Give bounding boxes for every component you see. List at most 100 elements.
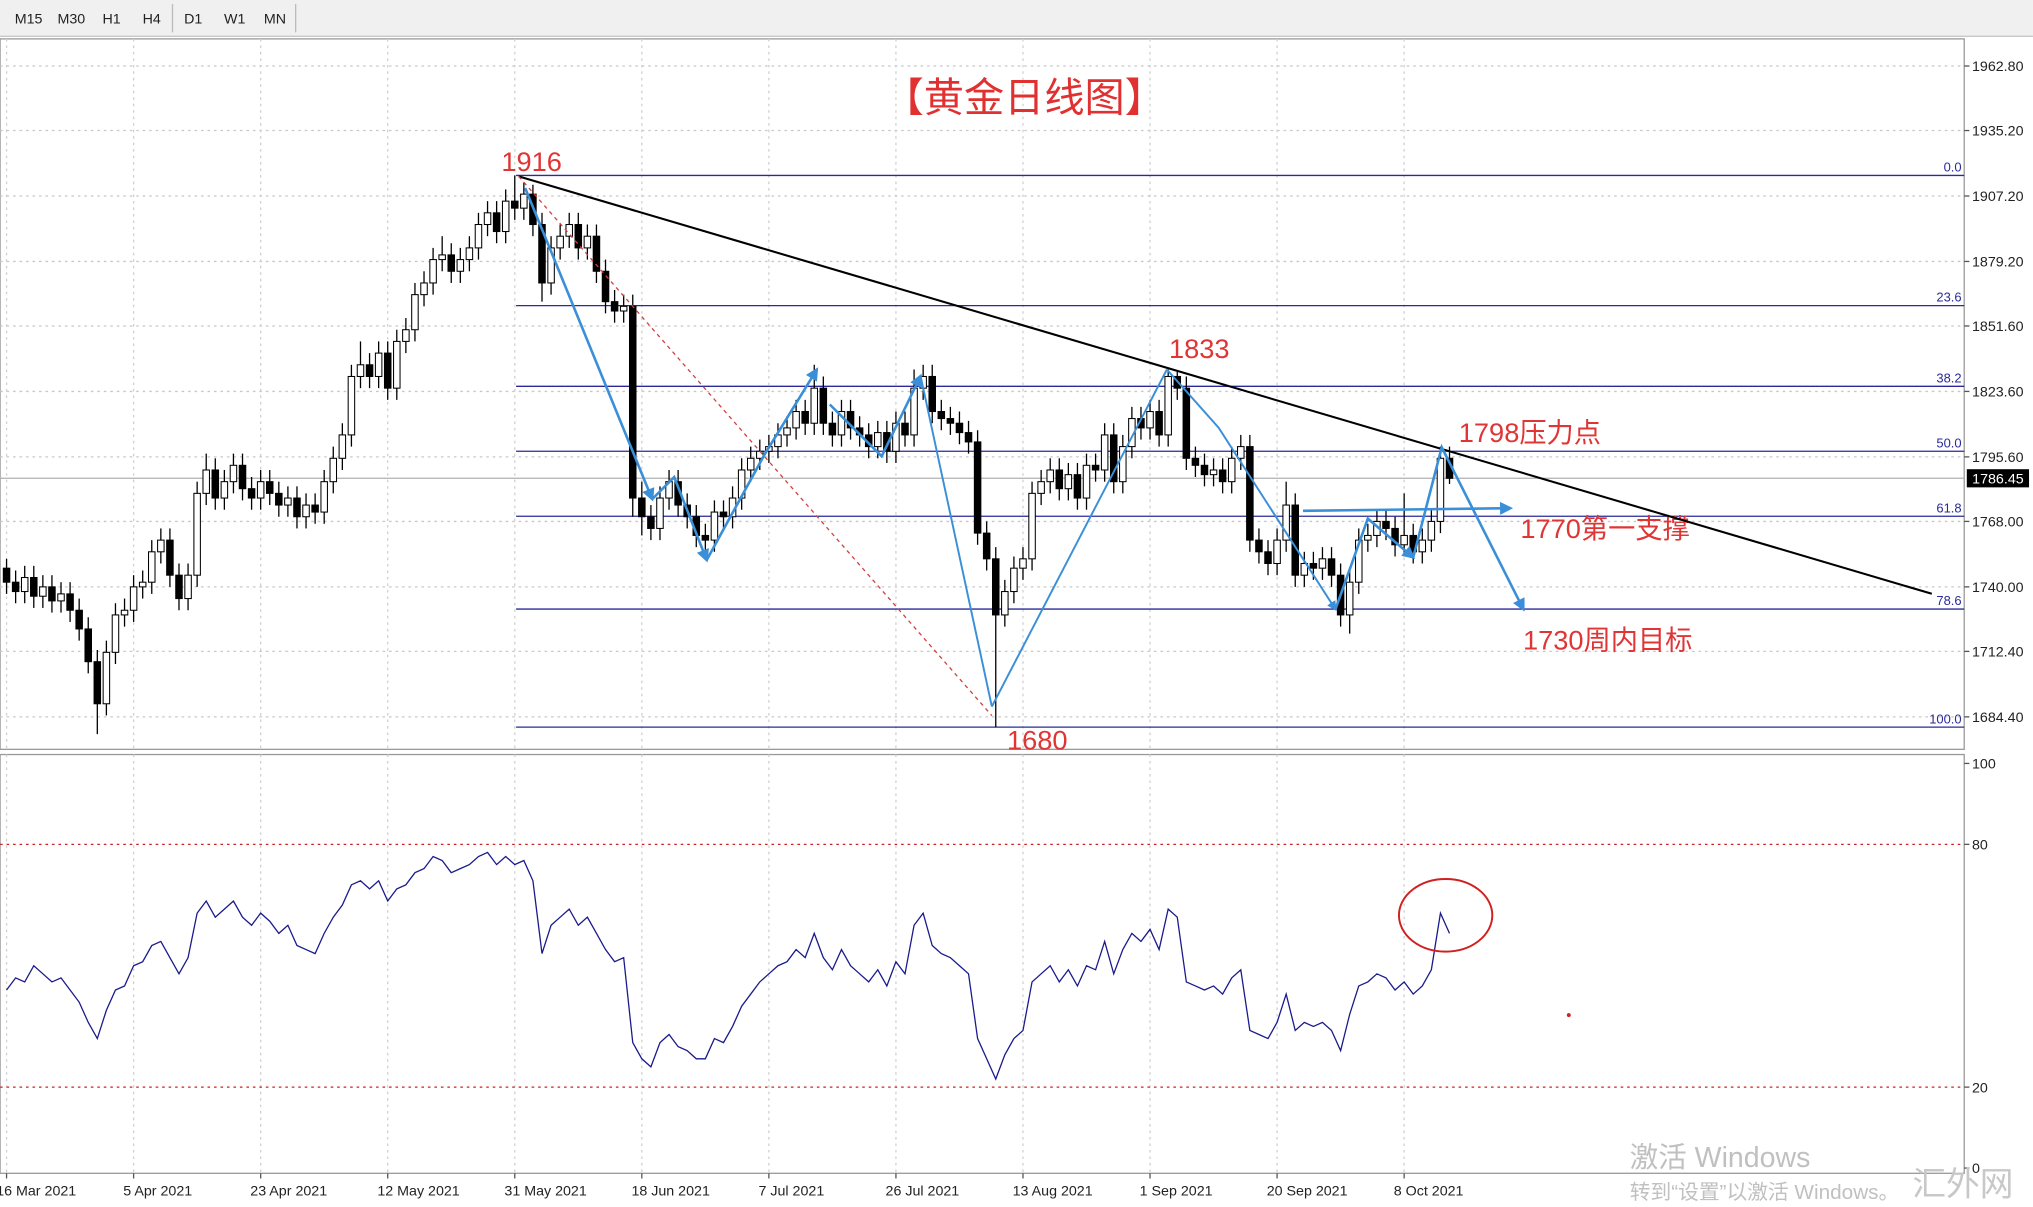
candle-body — [1273, 539, 1281, 565]
candle-body — [20, 577, 29, 593]
timeframe-button[interactable]: D1 — [184, 11, 202, 27]
candle-body — [1355, 539, 1363, 583]
candle-body — [964, 432, 973, 443]
candle-body — [138, 581, 147, 588]
watermark-logo: 汇外网 — [1912, 1165, 2013, 1203]
candle-body — [556, 235, 564, 249]
x-tick-label: 1 Sep 2021 — [1140, 1183, 1213, 1199]
candle-body — [1182, 387, 1191, 459]
candle-body — [374, 352, 383, 377]
candle-body — [293, 497, 301, 518]
candle-body — [84, 628, 92, 663]
candle-body — [1282, 504, 1290, 541]
candle-body — [501, 200, 510, 233]
candle-body — [547, 247, 555, 284]
candle-body — [565, 223, 573, 237]
timeframe-button[interactable]: H4 — [143, 11, 161, 27]
timeframe-button[interactable]: H1 — [102, 11, 120, 27]
candle-body — [1400, 534, 1408, 546]
timeframe-button[interactable]: M15 — [15, 11, 43, 27]
candle-body — [148, 551, 156, 583]
candle-body — [356, 364, 365, 377]
candle-body — [211, 469, 220, 499]
rsi-panel — [0, 753, 1965, 1174]
arrow — [651, 474, 709, 563]
candle-body — [901, 422, 909, 436]
candle-body — [1010, 567, 1018, 593]
candle-body — [1364, 534, 1372, 541]
candle-body — [1119, 446, 1127, 483]
x-tick-label: 8 Oct 2021 — [1394, 1183, 1464, 1199]
x-tick-label: 20 Sep 2021 — [1267, 1183, 1348, 1199]
candle-body — [1155, 411, 1163, 436]
arrow — [705, 367, 819, 561]
candle-body — [937, 411, 946, 420]
candle-body — [1028, 492, 1036, 560]
candle-body — [1200, 464, 1209, 476]
fib-label: 100.0 — [1929, 711, 1961, 726]
candle-body — [719, 511, 728, 518]
candle-body — [874, 432, 882, 448]
y-tick-label: 1712.40 — [1972, 645, 2024, 661]
arrow — [1303, 501, 1514, 515]
timeframe-button[interactable]: W1 — [224, 11, 245, 27]
y-tick-label: 1962.80 — [1972, 59, 2024, 75]
annotation: 1916 — [501, 146, 562, 177]
candle-body — [411, 294, 419, 331]
candle-body — [57, 593, 65, 602]
candle-body — [11, 581, 20, 593]
annotation: 1833 — [1169, 333, 1230, 364]
y-tick-label: 1740.00 — [1972, 580, 2024, 596]
x-tick-label: 23 Apr 2021 — [250, 1183, 327, 1199]
candle-body — [1291, 504, 1299, 576]
candle-body — [311, 504, 319, 513]
candle-body — [601, 270, 610, 303]
candle-body — [1109, 434, 1118, 483]
x-tick-label: 7 Jul 2021 — [759, 1183, 825, 1199]
candle-body — [1264, 551, 1272, 565]
y-tick-label: 20 — [1972, 1080, 1988, 1096]
candle-body — [166, 539, 174, 576]
candle-body — [656, 497, 664, 529]
candle-body — [638, 497, 646, 518]
candle-body — [1046, 469, 1054, 483]
x-tick-label: 31 May 2021 — [504, 1183, 586, 1199]
candle-body — [111, 614, 120, 653]
candle-body — [574, 223, 583, 249]
fib-label: 78.6 — [1936, 593, 1961, 608]
x-tick-label: 13 Aug 2021 — [1013, 1183, 1093, 1199]
candle-body — [30, 577, 38, 597]
toolbar — [0, 0, 2033, 37]
candle-body — [157, 539, 165, 553]
candle-body — [619, 305, 628, 312]
candle-body — [746, 457, 755, 471]
y-tick-label: 1768.00 — [1972, 515, 2024, 531]
candle-body — [583, 235, 592, 249]
arrow — [828, 373, 922, 459]
candle-body — [628, 305, 637, 499]
y-tick-label: 1795.60 — [1972, 450, 2024, 466]
arrow — [1166, 368, 1337, 611]
candle-body — [402, 329, 410, 342]
candle-body — [710, 511, 719, 541]
y-tick-label: 1823.60 — [1972, 385, 2024, 401]
candle-body — [1218, 469, 1227, 483]
candle-body — [520, 193, 528, 209]
candle-body — [1082, 464, 1091, 499]
candle-body — [1382, 520, 1390, 529]
main-panel — [0, 38, 1965, 750]
candle-body — [347, 375, 356, 436]
candle-body — [828, 422, 837, 436]
candle-body — [429, 259, 437, 284]
candle-body — [175, 574, 183, 600]
candle-body — [1064, 474, 1073, 490]
candle-body — [1055, 469, 1064, 490]
x-tick-label: 26 Jul 2021 — [886, 1183, 960, 1199]
fib-label: 61.8 — [1936, 500, 1961, 515]
candle-body — [120, 609, 129, 616]
candle-body — [1345, 581, 1354, 616]
timeframe-button[interactable]: M30 — [58, 11, 86, 27]
timeframe-button[interactable]: MN — [264, 11, 286, 27]
